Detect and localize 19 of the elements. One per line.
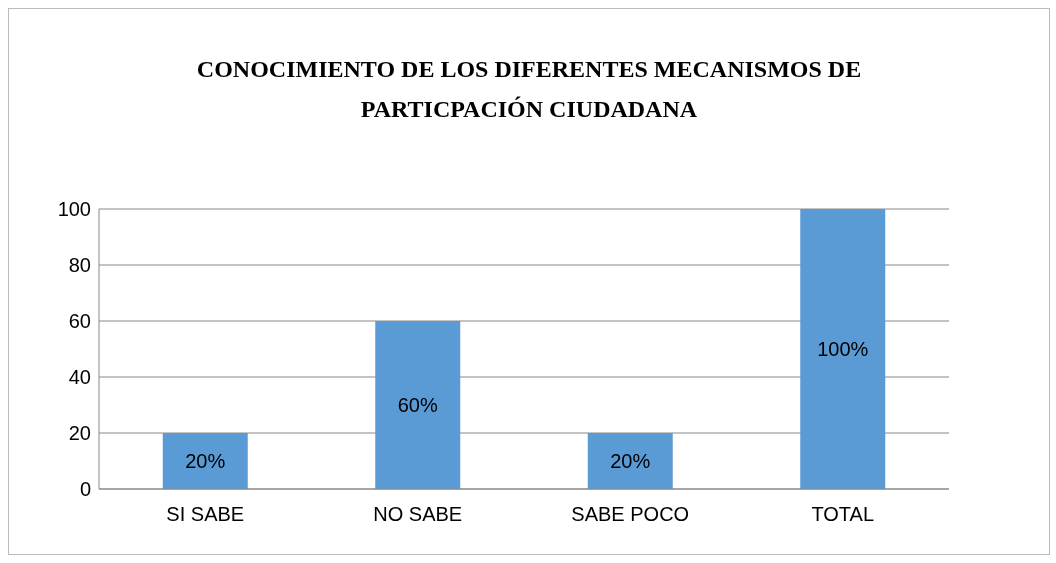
y-tick-label: 80 [68,254,91,277]
x-tick-label: NO SABE [373,503,463,526]
bar [162,433,248,489]
y-tick-label: 20 [68,422,91,445]
x-tick-label: SI SABE [166,503,245,526]
data-label: 100% [817,338,869,361]
data-label: 20% [185,450,226,473]
data-label: 20% [610,450,651,473]
y-tick-label: 40 [68,366,91,389]
x-tick-label: SABE POCO [571,503,690,526]
bar [587,433,673,489]
y-tick-label: 100 [57,198,91,221]
y-tick-label: 0 [79,478,91,501]
x-tick-label: TOTAL [811,503,875,526]
chart-title: CONOCIMIENTO DE LOS DIFERENTES MECANISMOS DE PARTICPACIÓN CIUDADANA [195,55,863,124]
bar [800,209,886,489]
y-tick-label: 60 [68,310,91,333]
bar [375,321,461,489]
data-label: 60% [397,394,438,417]
